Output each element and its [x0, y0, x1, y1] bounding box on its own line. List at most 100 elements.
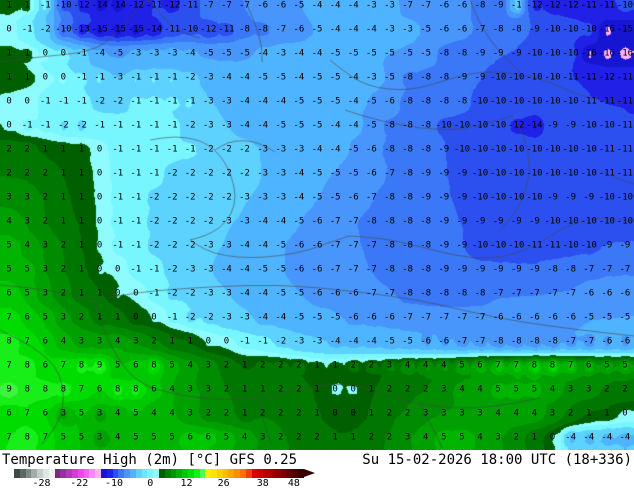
- gridpoint-value: -11: [218, 24, 235, 35]
- gridpoint-value: -9: [565, 192, 577, 203]
- gridpoint-value: -9: [438, 192, 450, 203]
- gridpoint-value: -1: [112, 240, 124, 251]
- gridpoint-value: 1: [78, 168, 85, 179]
- gridpoint-value: -4: [257, 48, 269, 59]
- gridpoint-value: -5: [311, 72, 323, 83]
- gridpoint-value: 3: [42, 288, 48, 299]
- gridpoint-value: 2: [223, 408, 230, 419]
- gridpoint-value: 0: [622, 408, 628, 419]
- gridpoint-value: -1: [112, 144, 124, 155]
- gridpoint-value: 0: [42, 48, 48, 59]
- colorbar-swatch: [153, 469, 159, 478]
- gridpoint-value: -15: [109, 24, 126, 35]
- gridpoint-value: 2: [604, 384, 610, 395]
- gridpoint-value: -10: [544, 24, 561, 35]
- colorbar-swatch: [286, 469, 293, 478]
- gridpoint-value: -8: [402, 216, 413, 227]
- gridpoint-value: -6: [257, 0, 269, 11]
- colorbar-swatch: [176, 469, 183, 478]
- gridpoint-value: -5: [384, 336, 395, 347]
- gridpoint-value: -7: [565, 288, 577, 299]
- gridpoint-value: 1: [241, 360, 248, 371]
- gridpoint-value: -4: [311, 0, 323, 11]
- gridpoint-value: 3: [459, 408, 465, 419]
- gridpoint-value: -8: [456, 96, 468, 107]
- gridpoint-value: -4: [583, 432, 595, 443]
- gridpoint-value: 6: [96, 384, 103, 395]
- gridpoint-value: 6: [585, 360, 592, 371]
- gridpoint-value: -1: [112, 168, 124, 179]
- gridpoint-value: -3: [275, 192, 287, 203]
- gridpoint-value: -14: [91, 0, 108, 11]
- gridpoint-value: -11: [616, 168, 634, 179]
- gridpoint-value: -5: [329, 192, 341, 203]
- gridpoint-value: -5: [347, 144, 359, 155]
- gridpoint-value: -10: [544, 72, 561, 83]
- gridpoint-value: -5: [311, 192, 323, 203]
- gridpoint-value: 2: [151, 336, 157, 347]
- gridpoint-value: -8: [257, 24, 269, 35]
- gridpoint-value: 2: [60, 264, 67, 275]
- gridpoint-value: -6: [456, 24, 468, 35]
- gridpoint-value: -9: [528, 24, 540, 35]
- gridpoint-value: -9: [492, 48, 504, 59]
- gridpoint-value: 0: [24, 96, 30, 107]
- gridpoint-value: 8: [24, 384, 30, 395]
- gridpoint-value: -8: [384, 240, 395, 251]
- gridpoint-value: -5: [420, 24, 432, 35]
- gridpoint-value: -1: [130, 240, 142, 251]
- gridpoint-value: 4: [6, 216, 12, 227]
- gridpoint-value: 1: [241, 384, 248, 395]
- colorbar-swatch: [25, 469, 32, 478]
- gridpoint-value: -8: [402, 120, 413, 131]
- gridpoint-value: 2: [205, 408, 212, 419]
- gridpoint-value: -2: [221, 144, 232, 155]
- gridpoint-value: -4: [293, 168, 305, 179]
- colorbar-swatch: [280, 469, 287, 478]
- gridpoint-value: -12: [163, 0, 181, 11]
- gridpoint-value: 5: [78, 432, 85, 443]
- gridpoint-value: -7: [384, 168, 395, 179]
- gridpoint-value: -2: [94, 96, 106, 107]
- gridpoint-value: -10: [471, 96, 489, 107]
- gridpoint-value: -3: [293, 144, 305, 155]
- gridpoint-value: 4: [531, 408, 538, 419]
- gridpoint-value: -1: [184, 144, 196, 155]
- gridpoint-value: 1: [169, 336, 175, 347]
- gridpoint-value: -5: [329, 168, 341, 179]
- gridpoint-value: -11: [616, 96, 634, 107]
- gridpoint-value: 2: [386, 408, 393, 419]
- gridpoint-value: 3: [404, 432, 411, 443]
- gridpoint-value: -10: [182, 24, 199, 35]
- gridpoint-value: -2: [166, 216, 178, 227]
- gridpoint-value: -5: [619, 312, 631, 323]
- gridpoint-value: 6: [151, 384, 157, 395]
- gridpoint-value: 8: [531, 360, 538, 371]
- gridpoint-value: -6: [275, 0, 287, 11]
- gridpoint-value: -16: [616, 48, 634, 59]
- gridpoint-value: 5: [60, 432, 67, 443]
- gridpoint-value: -9: [474, 216, 486, 227]
- gridpoint-value: -5: [257, 264, 269, 275]
- gridpoint-value: 6: [205, 432, 212, 443]
- gridpoint-value: -12: [598, 72, 615, 83]
- gridpoint-value: -9: [474, 48, 486, 59]
- gridpoint-value: -6: [329, 288, 341, 299]
- gridpoint-value: -4: [347, 24, 359, 35]
- colorbar-tick: -28: [32, 478, 51, 489]
- gridpoint-value: -5: [275, 72, 287, 83]
- temperature-map[interactable]: 1 1 -1 -10 -12 -14 -14 -12 -11 -12 -11 -7 -7 -7 -6 -6 -5…: [0, 0, 634, 450]
- gridpoint-value: -5: [384, 72, 395, 83]
- gridpoint-value: -10: [562, 240, 579, 251]
- gridpoint-value: -4: [293, 48, 305, 59]
- gridpoint-value: -8: [420, 240, 432, 251]
- gridpoint-value: 2: [368, 432, 375, 443]
- gridpoint-value: -4: [565, 432, 577, 443]
- gridpoint-value: 2: [278, 360, 284, 371]
- gridpoint-value: -1: [148, 120, 160, 131]
- gridpoint-value: -11: [598, 144, 615, 155]
- gridpoint-value: -11: [616, 120, 634, 131]
- gridpoint-value: -8: [438, 288, 450, 299]
- gridpoint-value: -5: [311, 168, 323, 179]
